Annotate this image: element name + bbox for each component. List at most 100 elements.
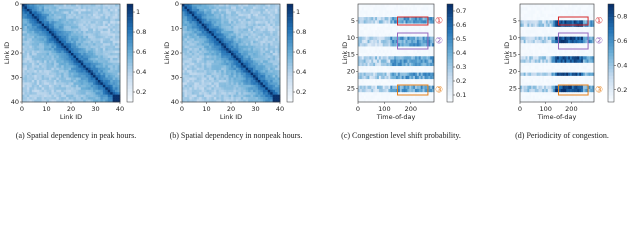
heatmap-cell [394, 46, 397, 51]
colorbar-cell [287, 85, 293, 90]
heatmap-cell [233, 57, 237, 61]
heatmap-cell [186, 77, 190, 81]
heatmap-cell [424, 39, 427, 44]
heatmap-cell [75, 4, 79, 7]
heatmap-cell [75, 28, 79, 32]
heatmap-cell [371, 13, 374, 18]
heatmap-cell [265, 53, 269, 56]
heatmap-cell [80, 62, 84, 66]
heatmap-cell [231, 79, 234, 83]
heatmap-cell [61, 13, 64, 17]
colorbar-cell [287, 75, 293, 80]
heatmap-cell [262, 4, 266, 7]
heatmap-cell [523, 4, 526, 8]
heatmap-cell [367, 4, 370, 8]
heatmap-cell [110, 4, 113, 7]
heatmap-cell [78, 13, 82, 17]
heatmap-cell [85, 35, 89, 39]
heatmap-cell [270, 4, 273, 7]
heatmap-cell [112, 67, 116, 71]
heatmap-cell [22, 60, 25, 64]
y-tick-label: 40 [11, 98, 19, 106]
colorbar-cell [287, 23, 293, 28]
heatmap-cell [233, 77, 237, 81]
heatmap-cell [384, 75, 387, 80]
heatmap-cell [418, 88, 421, 93]
heatmap-cell [248, 92, 251, 95]
heatmap-cell [373, 20, 376, 24]
heatmap-cell [384, 17, 387, 21]
heatmap-cell [112, 65, 116, 68]
heatmap-cell [51, 77, 55, 81]
heatmap-cell [270, 89, 273, 93]
heatmap-cell [36, 35, 40, 39]
heatmap-cell [253, 99, 256, 103]
heatmap-cell [184, 11, 188, 15]
heatmap-cell [208, 55, 212, 59]
heatmap-cell [216, 38, 220, 42]
heatmap-cell [117, 38, 121, 42]
heatmap-cell [564, 30, 567, 34]
heatmap-cell [213, 84, 217, 88]
heatmap-cell [257, 60, 261, 64]
heatmap-cell [413, 85, 416, 90]
heatmap-cell [191, 38, 195, 42]
heatmap-cell [373, 33, 376, 37]
heatmap-cell [536, 10, 539, 15]
heatmap-cell [248, 65, 251, 68]
heatmap-cell [275, 82, 278, 86]
caption: (c) Congestion level shift probability. [341, 131, 461, 140]
heatmap-cell [272, 57, 276, 61]
heatmap-cell [586, 30, 589, 34]
heatmap-cell [189, 18, 193, 22]
heatmap-cell [390, 26, 393, 31]
heatmap-cell [107, 97, 111, 100]
heatmap-cell [66, 94, 69, 98]
heatmap-cell [243, 55, 246, 59]
heatmap-cell [386, 7, 389, 11]
heatmap-cell [46, 89, 50, 93]
heatmap-cell [382, 10, 385, 15]
heatmap-cell [371, 23, 374, 28]
heatmap-cell [223, 33, 227, 37]
heatmap-cell [34, 57, 37, 61]
heatmap-cell [31, 48, 35, 51]
heatmap-cell [206, 8, 210, 12]
heatmap-cell [85, 62, 89, 66]
heatmap-cell [540, 30, 543, 34]
heatmap-cell [267, 33, 271, 37]
heatmap-cell [226, 18, 229, 22]
heatmap-cell [115, 53, 118, 56]
heatmap-cell [88, 45, 91, 49]
heatmap-cell [34, 60, 37, 64]
heatmap-cell [93, 60, 96, 64]
heatmap-cell [390, 59, 393, 64]
heatmap-cell [196, 26, 200, 29]
heatmap-cell [100, 21, 104, 24]
heatmap-cell [378, 79, 382, 83]
heatmap-cell [384, 53, 387, 57]
heatmap-cell [184, 33, 188, 37]
heatmap-cell [399, 17, 402, 21]
heatmap-cell [80, 77, 84, 81]
heatmap-cell [100, 94, 104, 98]
heatmap-cell [22, 77, 25, 81]
heatmap-cell [112, 48, 116, 51]
heatmap-cell [582, 13, 586, 18]
heatmap-cell [58, 8, 62, 12]
heatmap-cell [189, 53, 193, 56]
heatmap-cell [44, 43, 47, 46]
heatmap-cell [223, 21, 227, 24]
heatmap-cell [243, 79, 246, 83]
heatmap-cell [275, 38, 278, 42]
heatmap-cell [405, 72, 408, 77]
heatmap-cell [532, 30, 536, 34]
heatmap-cell [196, 45, 200, 49]
heatmap-cell [418, 82, 421, 86]
heatmap-cell [371, 36, 374, 41]
heatmap-cell [549, 13, 552, 18]
heatmap-cell [206, 72, 210, 76]
heatmap-cell [211, 87, 215, 91]
heatmap-cell [394, 43, 397, 47]
heatmap-cell [380, 33, 383, 37]
